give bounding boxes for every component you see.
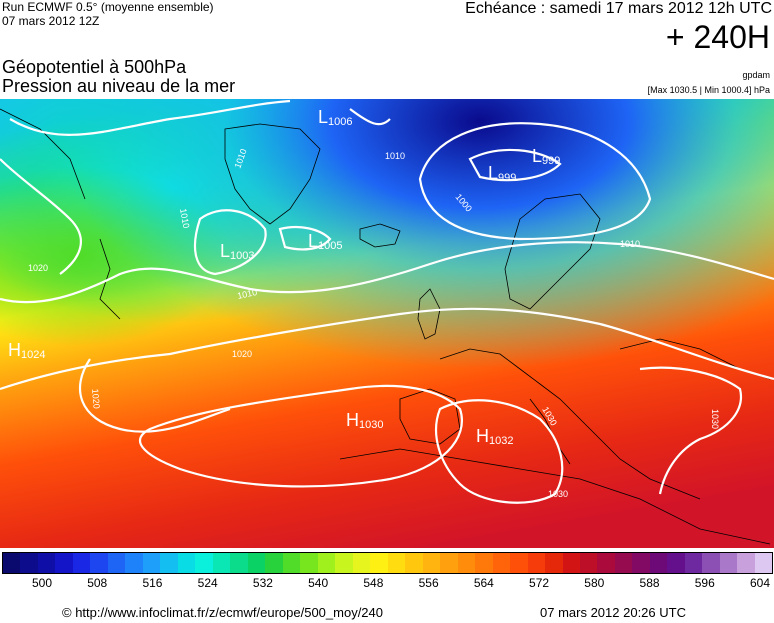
color-scale-label: 580	[584, 576, 605, 590]
color-scale-swatch	[702, 553, 720, 573]
color-scale-swatch	[282, 553, 301, 573]
color-scale-swatch	[195, 553, 213, 573]
weather-map: L1006 L999 L999 L1003 L1005 H1024 H1030 …	[0, 99, 774, 548]
color-scale-label: 548	[363, 576, 384, 590]
color-scale-swatch	[579, 553, 598, 573]
isobar-label: 1020	[232, 349, 252, 359]
color-scale-label: 588	[639, 576, 660, 590]
color-scale-swatch	[107, 553, 126, 573]
isobar-label: 1030	[710, 409, 720, 429]
color-scale-label: 532	[252, 576, 273, 590]
color-scale-swatch	[562, 553, 580, 573]
color-scale-swatch	[510, 553, 528, 573]
color-scale-swatch	[177, 553, 196, 573]
color-scale-label: 572	[529, 576, 550, 590]
color-scale-label: 556	[418, 576, 439, 590]
color-scale-swatch	[90, 553, 108, 573]
source-url-label: © http://www.infoclimat.fr/z/ecmwf/europ…	[62, 605, 383, 620]
lead-time-label: + 240H	[665, 19, 770, 55]
color-scale-bar	[2, 552, 773, 574]
color-scale-label: 604	[749, 576, 771, 590]
color-scale-label: 508	[87, 576, 108, 590]
low-value: 1006	[328, 116, 352, 128]
color-scale-swatch	[335, 553, 353, 573]
color-scale-labels: 500 508 516 524 532 540 548 556 564 572 580 588 596 6…	[0, 576, 774, 592]
map-title-geopotential: Géopotentiel à 500hPa	[2, 57, 187, 77]
color-scale-swatch	[475, 553, 493, 573]
color-scale-swatch	[614, 553, 633, 573]
isobars	[0, 99, 774, 504]
color-scale-swatch	[370, 553, 388, 573]
color-scale-swatch	[265, 553, 283, 573]
color-scale-swatch	[37, 553, 56, 573]
isobar-label: 1030	[548, 489, 568, 499]
color-scale-swatch	[55, 553, 73, 573]
color-scale-swatch	[247, 553, 266, 573]
color-scale-swatch	[649, 553, 668, 573]
isobar-label: 1020	[28, 263, 48, 273]
color-scale-swatch	[160, 553, 178, 573]
color-scale-label: 596	[694, 576, 715, 590]
color-scale-swatch	[737, 553, 755, 573]
coastlines	[0, 108, 771, 545]
color-scale-label: 524	[197, 576, 218, 590]
color-scale-swatch	[387, 553, 406, 573]
isobar-label: 1010	[385, 151, 405, 161]
color-scale-label: 516	[142, 576, 163, 590]
color-scale-swatch	[684, 553, 703, 573]
color-scale-label: 500	[31, 576, 53, 590]
color-scale-swatch	[3, 553, 21, 573]
color-scale-swatch	[72, 553, 91, 573]
generated-time-label: 07 mars 2012 20:26 UTC	[540, 605, 686, 620]
color-scale-swatch	[597, 553, 615, 573]
isobar-label: 1010	[620, 239, 640, 249]
color-scale-swatch	[142, 553, 161, 573]
isobar-label: 1010	[178, 208, 191, 229]
color-scale-swatch	[300, 553, 318, 573]
color-scale-swatch	[667, 553, 685, 573]
isobar-label: 1020	[90, 388, 102, 409]
color-scale-swatch	[352, 553, 371, 573]
color-scale-swatch	[457, 553, 476, 573]
color-scale-swatch	[492, 553, 511, 573]
max-min-label: [Max 1030.5 | Min 1000.4] hPa	[647, 85, 770, 95]
color-scale-swatch	[405, 553, 423, 573]
valid-time-label: Echéance : samedi 17 mars 2012 12h UTC	[465, 0, 772, 17]
author-label: gpdam	[742, 70, 770, 80]
color-scale-swatch	[527, 553, 546, 573]
run-date-label: 07 mars 2012 12Z	[2, 14, 100, 28]
map-title-pressure: Pression au niveau de la mer	[2, 76, 236, 96]
color-scale-swatch	[125, 553, 143, 573]
color-scale-swatch	[754, 553, 773, 573]
color-scale-swatch	[440, 553, 458, 573]
color-scale-swatch	[317, 553, 336, 573]
color-scale-label: 540	[308, 576, 329, 590]
color-scale-swatch	[545, 553, 563, 573]
color-scale-swatch	[230, 553, 248, 573]
run-model-label: Run ECMWF 0.5° (moyenne ensemble)	[2, 0, 214, 14]
isobar-label: 1010	[236, 287, 258, 301]
color-scale-label: 564	[473, 576, 494, 590]
color-scale-swatch	[212, 553, 231, 573]
color-scale-swatch	[20, 553, 38, 573]
color-scale-swatch	[632, 553, 650, 573]
color-scale-swatch	[719, 553, 738, 573]
color-scale-swatch	[422, 553, 441, 573]
